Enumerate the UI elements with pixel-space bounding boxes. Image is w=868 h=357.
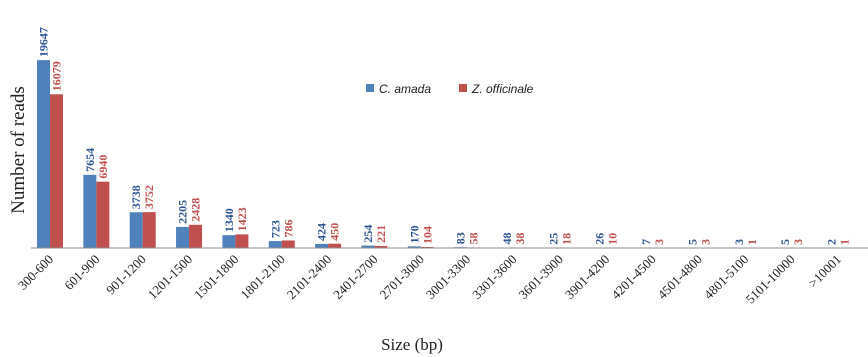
x-tick-label-17: >10001 <box>805 252 844 291</box>
value-label-c-amada-15: 3 <box>732 239 746 245</box>
value-label-c-amada-12: 26 <box>593 233 607 245</box>
value-label-z-officinale-9: 58 <box>467 232 481 244</box>
value-label-z-officinale-0: 16079 <box>50 61 64 91</box>
x-tick-label-2: 901-1200 <box>103 252 149 298</box>
legend-label-z-officinale: Z. officinale <box>471 82 534 96</box>
bar-z-officinale-4 <box>235 234 249 248</box>
value-label-z-officinale-4: 1423 <box>235 207 249 231</box>
value-label-c-amada-8: 170 <box>407 225 421 243</box>
bar-c-amada-7 <box>361 245 375 248</box>
x-axis-title: Size (bp) <box>381 335 443 354</box>
x-tick-label-1: 601-900 <box>61 252 102 293</box>
value-label-z-officinale-6: 450 <box>328 223 342 241</box>
value-label-z-officinale-3: 2428 <box>189 198 203 222</box>
legend: C. amada Z. officinale <box>366 82 534 96</box>
value-label-z-officinale-17: 1 <box>837 239 851 245</box>
value-label-c-amada-6: 424 <box>315 223 329 241</box>
x-tick-label-5: 1801-2100 <box>237 252 287 302</box>
x-tick-label-7: 2401-2700 <box>330 252 380 302</box>
x-tick-label-10: 3301-3600 <box>469 252 519 302</box>
x-tick-label-13: 4201-4500 <box>608 252 658 302</box>
value-label-z-officinale-11: 18 <box>559 233 573 245</box>
y-axis-title: Number of reads <box>8 86 29 214</box>
value-label-c-amada-17: 2 <box>824 239 838 245</box>
value-label-z-officinale-7: 221 <box>374 225 388 243</box>
value-label-c-amada-5: 723 <box>268 220 282 238</box>
bar-z-officinale-3 <box>189 224 203 248</box>
value-label-z-officinale-16: 3 <box>791 239 805 245</box>
value-label-z-officinale-15: 1 <box>745 239 759 245</box>
legend-swatch-c-amada <box>366 84 374 92</box>
value-label-z-officinale-2: 3752 <box>142 185 156 209</box>
bar-z-officinale-7 <box>374 245 388 248</box>
x-tick-label-4: 1501-1800 <box>191 252 241 302</box>
x-tick-label-12: 3901-4200 <box>562 252 612 302</box>
value-label-z-officinale-10: 38 <box>513 233 527 245</box>
value-label-z-officinale-8: 104 <box>420 226 434 244</box>
x-tick-label-11: 3601-3900 <box>516 252 566 302</box>
x-tick-labels-layer: 300-600 601-900 901-12001201-15001501-1800… <box>15 252 844 307</box>
x-tick-label-0: 300-600 <box>15 252 56 293</box>
bar-c-amada-1 <box>83 174 97 248</box>
bar-c-amada-3 <box>176 226 190 248</box>
x-tick-label-3: 1201-1500 <box>145 252 195 302</box>
x-tick-label-14: 4501-4800 <box>655 252 705 302</box>
value-label-c-amada-11: 25 <box>546 233 560 245</box>
value-label-z-officinale-14: 3 <box>698 239 712 245</box>
bar-z-officinale-2 <box>142 212 156 248</box>
value-label-c-amada-0: 19647 <box>37 27 51 57</box>
value-label-z-officinale-12: 10 <box>606 233 620 245</box>
x-tick-label-16: 5101-10000 <box>743 252 798 307</box>
value-label-z-officinale-13: 3 <box>652 239 666 245</box>
bar-z-officinale-6 <box>328 243 342 248</box>
value-label-z-officinale-1: 6940 <box>96 155 110 179</box>
bar-c-amada-6 <box>315 243 329 248</box>
bar-z-officinale-1 <box>96 181 110 248</box>
bar-c-amada-4 <box>222 235 236 248</box>
bar-c-amada-5 <box>268 241 282 248</box>
x-tick-label-6: 2101-2400 <box>284 252 334 302</box>
bars-layer <box>37 60 851 248</box>
value-label-c-amada-10: 48 <box>500 233 514 245</box>
value-label-c-amada-9: 83 <box>454 232 468 244</box>
value-label-z-officinale-5: 786 <box>281 219 295 237</box>
value-label-c-amada-3: 2205 <box>176 200 190 224</box>
bar-c-amada-2 <box>129 212 143 248</box>
bar-z-officinale-0 <box>50 94 63 248</box>
value-label-c-amada-4: 1340 <box>222 208 236 232</box>
bar-z-officinale-5 <box>281 240 295 248</box>
value-label-c-amada-16: 5 <box>778 239 792 245</box>
value-label-c-amada-7: 254 <box>361 225 375 243</box>
value-label-c-amada-14: 5 <box>685 239 699 245</box>
x-tick-label-8: 2701-3000 <box>376 252 426 302</box>
bar-c-amada-0 <box>37 60 50 248</box>
value-label-c-amada-1: 7654 <box>83 148 97 172</box>
legend-swatch-z-officinale <box>459 84 467 92</box>
value-label-c-amada-13: 7 <box>639 239 653 245</box>
value-label-c-amada-2: 3738 <box>129 185 143 209</box>
bar-c-amada-8 <box>407 246 421 248</box>
legend-label-c-amada: C. amada <box>379 82 431 96</box>
x-tick-label-9: 3001-3300 <box>423 252 473 302</box>
